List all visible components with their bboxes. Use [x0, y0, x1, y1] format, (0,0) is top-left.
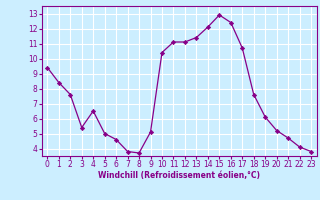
X-axis label: Windchill (Refroidissement éolien,°C): Windchill (Refroidissement éolien,°C)	[98, 171, 260, 180]
